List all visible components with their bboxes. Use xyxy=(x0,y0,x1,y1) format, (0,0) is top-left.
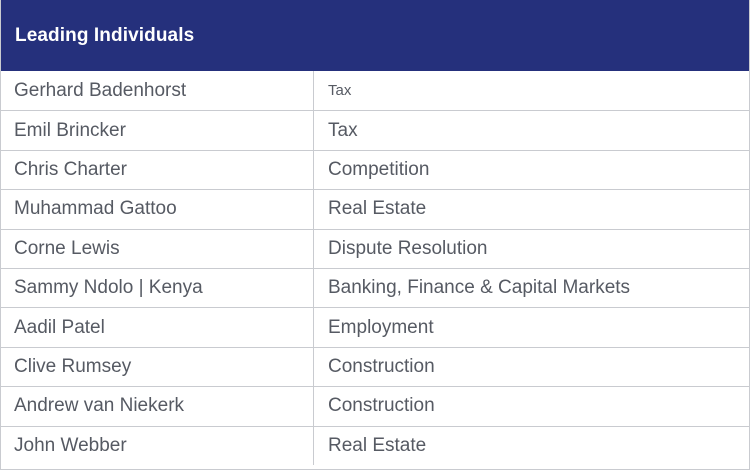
name-cell: Chris Charter xyxy=(1,150,314,190)
practice-cell: Real Estate xyxy=(328,434,427,456)
table-row: Andrew van Niekerk Construction xyxy=(1,386,749,426)
table-row: Sammy Ndolo | Kenya Banking, Finance & C… xyxy=(1,267,749,308)
name-cell: Corne Lewis xyxy=(1,229,314,268)
table-row: Corne Lewis Dispute Resolution xyxy=(1,228,749,268)
name-cell: Muhammad Gattoo xyxy=(1,190,314,229)
practice-cell: Employment xyxy=(328,316,434,338)
practice-cell: Tax xyxy=(328,82,352,100)
name-cell: Sammy Ndolo | Kenya xyxy=(1,268,314,308)
table-row: Emil Brincker Tax xyxy=(1,110,749,150)
practice-cell: Construction xyxy=(328,395,435,417)
practice-cell: Competition xyxy=(328,158,430,180)
name-cell: Andrew van Niekerk xyxy=(1,387,314,426)
name-cell: Aadil Patel xyxy=(1,308,314,347)
name-cell: Gerhard Badenhorst xyxy=(1,71,314,111)
table-row: Aadil Patel Employment xyxy=(1,307,749,347)
practice-cell: Banking, Finance & Capital Markets xyxy=(328,277,631,299)
practice-cell: Tax xyxy=(328,119,358,141)
practice-cell: Dispute Resolution xyxy=(328,237,488,259)
table-header: Leading Individuals xyxy=(1,0,749,71)
table-row: Gerhard Badenhorst Tax xyxy=(1,71,749,111)
table-row: Chris Charter Competition xyxy=(1,149,749,190)
table-body: Gerhard Badenhorst Tax Emil Brincker Tax… xyxy=(1,71,749,465)
name-cell: John Webber xyxy=(1,426,314,465)
name-cell: Clive Rumsey xyxy=(1,347,314,387)
table-row: John Webber Real Estate xyxy=(1,425,749,465)
table-title: Leading Individuals xyxy=(15,24,195,46)
practice-cell: Construction xyxy=(328,355,435,377)
table-row: Clive Rumsey Construction xyxy=(1,346,749,387)
name-cell: Emil Brincker xyxy=(1,111,314,150)
table-row: Muhammad Gattoo Real Estate xyxy=(1,189,749,229)
practice-cell: Real Estate xyxy=(328,198,427,220)
